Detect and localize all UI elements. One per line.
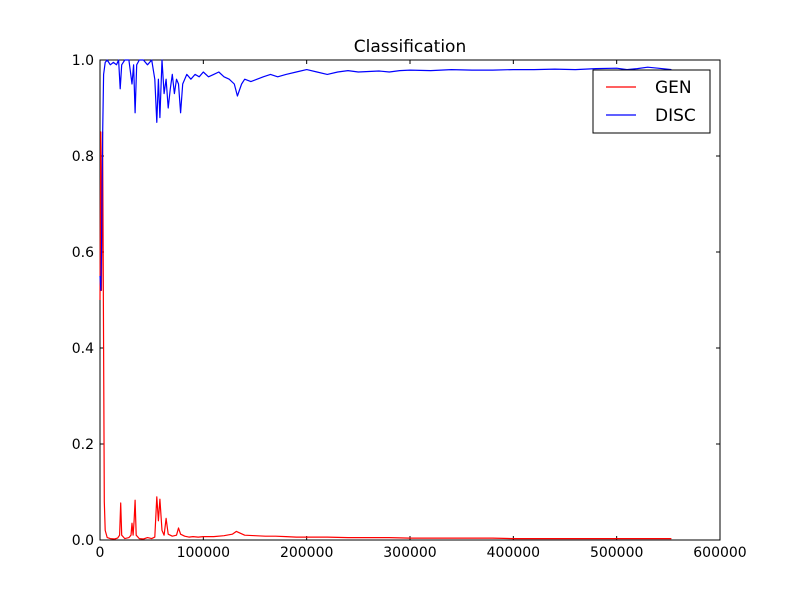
x-tick-label: 200000: [280, 545, 333, 561]
legend: GEN DISC: [592, 69, 711, 134]
legend-label-gen: GEN: [655, 78, 692, 98]
y-tick-label: 0.0: [72, 533, 94, 549]
legend-box: [592, 69, 711, 134]
x-tick-label: 0: [96, 545, 105, 561]
y-tick-label: 0.4: [72, 341, 94, 357]
y-tick-label: 0.8: [72, 149, 94, 165]
series-line-disc: [99, 59, 672, 291]
series-lines: [99, 59, 672, 540]
y-tick-label: 1.0: [72, 53, 94, 69]
x-tick-label: 600000: [693, 545, 746, 561]
y-axis-ticks: 0.0 0.2 0.4 0.6 0.8 1.0: [72, 53, 720, 549]
y-tick-label: 0.6: [72, 245, 94, 261]
plot-area: [99, 59, 721, 541]
chart-title: Classification: [354, 37, 466, 57]
x-tick-label: 500000: [590, 545, 643, 561]
x-tick-label: 100000: [177, 545, 230, 561]
series-line-gen: [99, 131, 672, 540]
legend-label-disc: DISC: [655, 106, 696, 126]
x-tick-label: 400000: [487, 545, 540, 561]
y-tick-label: 0.2: [72, 437, 94, 453]
x-axis-ticks: 0 100000 200000 300000 400000 500000 600000: [96, 60, 747, 561]
x-tick-label: 300000: [383, 545, 436, 561]
